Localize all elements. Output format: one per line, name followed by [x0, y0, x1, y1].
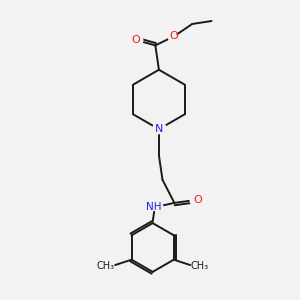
Text: O: O: [169, 32, 178, 41]
Text: O: O: [132, 35, 140, 45]
Text: N: N: [155, 124, 163, 134]
Text: CH₃: CH₃: [97, 261, 115, 271]
Text: O: O: [194, 195, 203, 205]
Text: CH₃: CH₃: [190, 261, 209, 271]
Text: NH: NH: [146, 202, 162, 212]
